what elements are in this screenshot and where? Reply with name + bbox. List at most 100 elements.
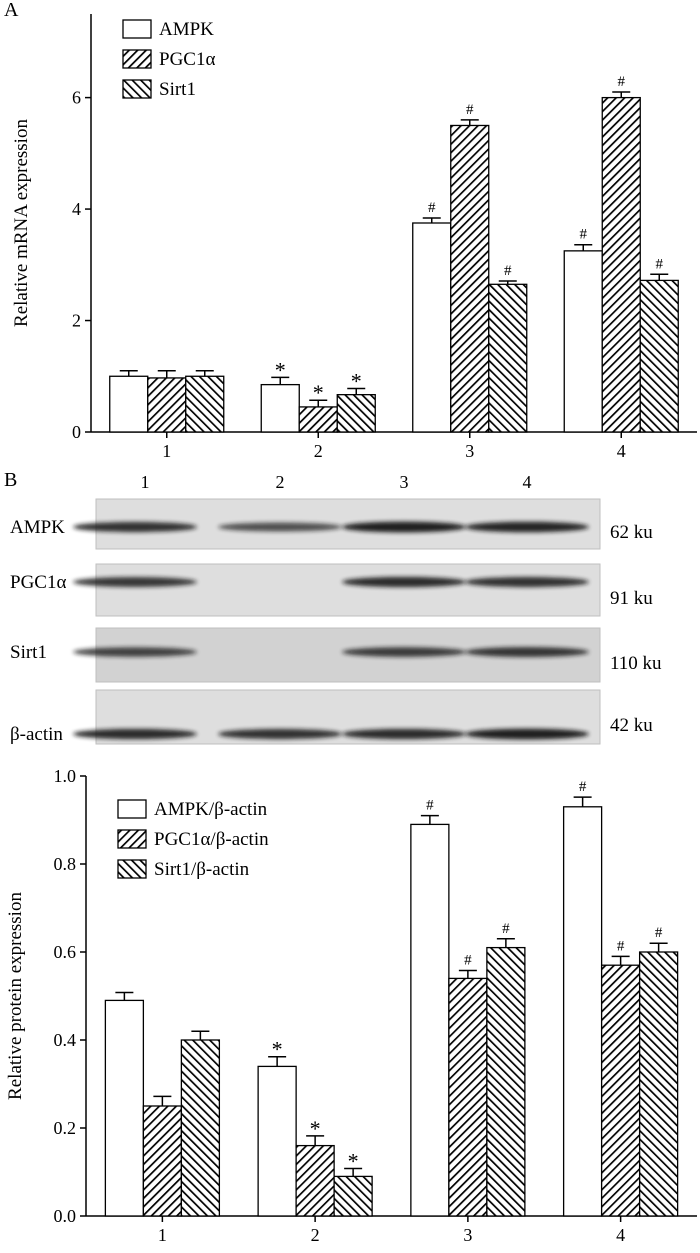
bar [448,977,488,1217]
significance-hash: # [464,952,472,968]
y-tick-label: 2 [72,311,81,331]
blot-band [342,576,466,588]
significance-hash: # [617,938,625,954]
y-axis-label: Relative protein expression [5,892,26,1100]
bar [410,823,450,1217]
significance-hash: # [656,256,664,272]
panel-label-a: A [4,0,19,21]
legend-swatch [122,19,152,39]
blot-band [218,522,342,532]
legend-swatch [122,79,152,99]
bar [260,383,300,433]
blot-size-label: 91 ku [610,588,653,609]
blot-lane-label: 3 [400,472,409,492]
legend-swatch [122,49,152,69]
x-tick-label: 3 [463,1225,472,1245]
significance-star: * [351,369,362,394]
significance-star: * [313,380,324,405]
bar [142,1105,183,1217]
blot-band [342,728,466,740]
x-tick-label: 1 [162,441,171,461]
legend-label: PGC1α/β-actin [154,829,269,850]
significance-hash: # [579,779,587,795]
protein-bar-chart: 0.0 0.2 0.4 0.6 0.8 1.0 Relative protein expre… [5,766,697,1245]
x-tick-label: 1 [158,1225,167,1245]
legend-swatch [117,829,147,849]
blot-size-label: 62 ku [610,522,653,543]
significance-hash: # [426,798,434,814]
bar [450,124,490,433]
significance-star: * [310,1116,321,1141]
bar [638,951,679,1217]
blot-row-label: β-actin [10,724,63,745]
bar [109,375,149,433]
x-tick-label: 2 [311,1225,320,1245]
blot-lane-label: 1 [141,472,150,492]
x-tick-label: 2 [314,441,323,461]
legend-label: Sirt1 [159,79,196,100]
legend-label: Sirt1/β-actin [154,859,250,880]
western-blot: 1 2 3 4 AMPK 62 ku PGC1α 91 ku Sirt1 110 ku β-acti… [10,472,662,745]
blot-band [73,728,197,740]
bar [639,279,679,433]
significance-hash: # [504,263,512,279]
bar [488,283,528,433]
legend-label: AMPK [159,19,214,40]
blot-row-label: PGC1α [10,572,66,593]
legend-label: PGC1α [159,49,215,70]
y-tick-label: 0 [72,422,81,442]
bar [563,250,603,433]
significance-hash: # [428,200,436,216]
bar [486,946,526,1217]
significance-star: * [275,357,286,382]
y-tick-label: 4 [72,199,81,219]
blot-band [342,647,466,657]
x-tick-label: 4 [616,1225,625,1245]
y-tick-label: 0.0 [54,1206,77,1226]
blot-row-label: Sirt1 [10,642,47,663]
blot-band [465,576,589,588]
bar [295,1144,335,1217]
blot-lane-label: 2 [276,472,285,492]
blot-band [465,647,589,657]
bar [147,377,187,433]
mrna-bar-chart: 0 2 4 6 Relative mRNA expression 1 2 * * * 3 # # #4 # #… [11,14,697,461]
x-tick-label: 4 [617,441,626,461]
bar [336,394,376,433]
blot-band [73,521,197,533]
significance-hash: # [502,921,510,937]
blot-size-label: 110 ku [610,653,662,674]
blot-band [465,521,589,533]
bar [562,806,603,1217]
x-tick-label: 3 [465,441,474,461]
blot-band [73,647,197,657]
legend-label: AMPK/β-actin [154,799,268,820]
blot-band [218,728,342,740]
bar [180,1039,221,1217]
significance-star: * [272,1037,283,1062]
bar [185,375,225,433]
blot-band [465,728,589,740]
blot-lane-label: 4 [523,472,532,492]
blot-band [342,521,466,533]
y-tick-label: 6 [72,88,81,108]
significance-hash: # [580,227,588,243]
legend-swatch [117,799,147,819]
blot-strip [95,563,601,617]
bar [104,999,145,1217]
significance-hash: # [618,74,626,90]
bar [600,964,641,1217]
blot-size-label: 42 ku [610,715,653,736]
blot-band [73,577,197,587]
significance-hash: # [466,102,474,118]
bar [412,222,452,433]
y-tick-label: 0.6 [54,942,77,962]
bar [257,1065,297,1217]
y-tick-label: 0.8 [54,854,77,874]
significance-star: * [348,1148,359,1173]
bar [601,96,641,433]
y-axis-label: Relative mRNA expression [11,119,32,327]
blot-row-label: AMPK [10,517,65,538]
y-tick-label: 1.0 [54,766,77,786]
